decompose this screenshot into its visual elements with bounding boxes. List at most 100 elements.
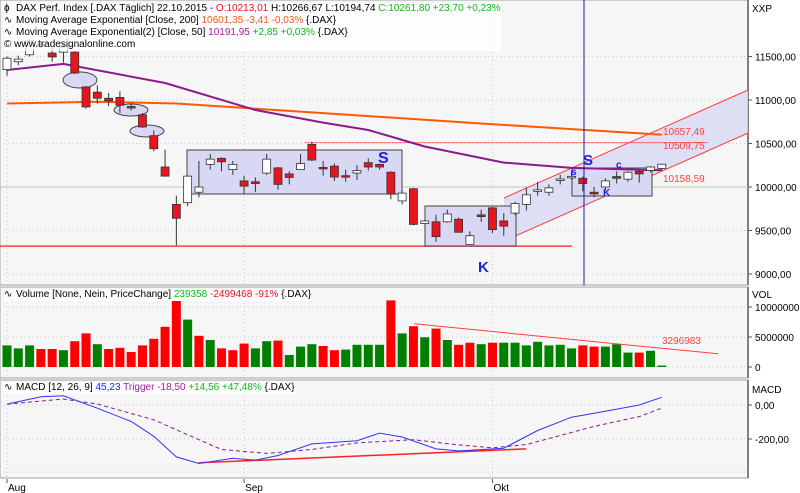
candle-body bbox=[70, 51, 80, 74]
macd-axis-title: MACD bbox=[752, 385, 781, 396]
price-value-label: 10158,59 bbox=[663, 174, 705, 185]
volume-bar bbox=[137, 345, 147, 367]
candle-body bbox=[307, 143, 317, 161]
candle-body bbox=[600, 180, 610, 188]
legend-macd: ∿ MACD [12, 26, 9] 45,23 Trigger -18,50 +… bbox=[4, 382, 295, 394]
volume-bar bbox=[623, 352, 633, 367]
candle-body bbox=[544, 187, 554, 193]
pattern-label: s bbox=[571, 167, 577, 178]
candle-body bbox=[521, 194, 531, 205]
volume-bar bbox=[634, 352, 644, 367]
candle-body bbox=[363, 162, 373, 168]
candle-body bbox=[375, 163, 384, 168]
candle-body bbox=[194, 186, 204, 193]
price-legend: ɸ DAX Perf. Index [.DAX Täglich] 22.10.20… bbox=[4, 3, 501, 51]
candle-body bbox=[409, 188, 418, 225]
volume-bar bbox=[487, 342, 497, 367]
price-tick-label: 10000,00 bbox=[755, 183, 797, 194]
candle-body bbox=[634, 170, 644, 175]
volume-bar bbox=[442, 340, 452, 367]
candle-body bbox=[296, 163, 305, 170]
x-tick-label: Aug bbox=[8, 483, 26, 493]
indicator-icon: ∿ bbox=[4, 289, 13, 300]
pane-volume bbox=[0, 286, 749, 379]
candle-body bbox=[567, 175, 576, 179]
volume-bar bbox=[408, 326, 418, 367]
volume-bar bbox=[205, 340, 215, 367]
volume-bar bbox=[397, 333, 407, 367]
price-tick-label: 9000,00 bbox=[755, 270, 792, 281]
volume-bar bbox=[149, 338, 159, 367]
volume-bar bbox=[657, 365, 667, 367]
candle-body bbox=[262, 158, 272, 174]
pattern-label: S bbox=[378, 150, 389, 167]
volume-bar bbox=[386, 300, 396, 367]
candle-body bbox=[81, 86, 91, 108]
volume-bar bbox=[104, 349, 114, 367]
volume-tick-label: 5000000 bbox=[755, 333, 794, 344]
volume-bar bbox=[521, 345, 531, 367]
candle-body bbox=[352, 170, 362, 174]
candle-body bbox=[138, 114, 147, 128]
volume-bar bbox=[307, 344, 317, 367]
indicator-icon: ∿ bbox=[4, 15, 13, 26]
volume-bar bbox=[567, 348, 576, 367]
candle-body bbox=[499, 220, 509, 227]
price-tick-label: 11000,00 bbox=[755, 96, 796, 107]
volume-bar bbox=[2, 345, 12, 367]
volume-tick-label: 10000000 bbox=[755, 303, 800, 314]
volume-bar bbox=[646, 350, 656, 367]
candle-body bbox=[386, 171, 396, 195]
trend-channel bbox=[504, 90, 748, 241]
candle-body bbox=[420, 220, 430, 224]
pattern-label: S bbox=[583, 152, 593, 169]
volume-bar bbox=[92, 344, 102, 367]
price-value-label: 10657,49 bbox=[663, 127, 705, 138]
candle-body bbox=[217, 157, 226, 163]
volume-bar bbox=[25, 345, 35, 367]
volume-bar bbox=[578, 345, 588, 367]
volume-bar bbox=[217, 348, 227, 367]
candle-body bbox=[273, 167, 283, 185]
volume-bar bbox=[47, 349, 57, 367]
candle-body bbox=[2, 57, 12, 70]
volume-bar bbox=[352, 344, 362, 367]
volume-bar bbox=[341, 349, 351, 367]
volume-bar bbox=[228, 350, 238, 367]
candle-body bbox=[47, 52, 57, 58]
volume-bar bbox=[36, 349, 46, 367]
candle-body bbox=[510, 203, 520, 214]
pattern-label: c bbox=[616, 160, 622, 171]
volume-bar bbox=[476, 344, 486, 367]
volume-bar bbox=[318, 346, 328, 367]
volume-bar bbox=[171, 301, 181, 367]
volume-bar bbox=[262, 341, 272, 367]
candle-body bbox=[589, 191, 599, 195]
candle-body bbox=[397, 192, 407, 202]
pattern-label: K bbox=[478, 259, 489, 276]
candle-body bbox=[657, 163, 667, 169]
candle-body bbox=[104, 97, 114, 102]
candle-body bbox=[533, 189, 543, 192]
volume-bar bbox=[284, 355, 294, 367]
volume-bar bbox=[454, 344, 464, 367]
volume-bar bbox=[329, 350, 339, 367]
consolidation-box bbox=[186, 149, 403, 195]
legend-ema50: ∿ Moving Average Exponential(2) [Close, 5… bbox=[4, 27, 348, 38]
indicator-icon: ∿ bbox=[4, 27, 13, 38]
candle-body bbox=[578, 177, 588, 184]
candle-body bbox=[646, 166, 655, 171]
price-value-label: 10509,75 bbox=[663, 141, 705, 152]
volume-bar bbox=[544, 345, 554, 367]
volume-bar bbox=[533, 341, 543, 367]
ema50-line bbox=[6, 62, 662, 172]
price-tick-label: 9500,00 bbox=[755, 227, 792, 238]
candle-body bbox=[92, 91, 102, 99]
volume-bar bbox=[465, 342, 475, 367]
volume-bar bbox=[363, 344, 373, 367]
candle-body bbox=[149, 135, 159, 150]
copyright: © www.tradesignalonline.com bbox=[4, 39, 136, 50]
volume-trendline bbox=[413, 323, 719, 355]
candle-body bbox=[183, 175, 193, 204]
